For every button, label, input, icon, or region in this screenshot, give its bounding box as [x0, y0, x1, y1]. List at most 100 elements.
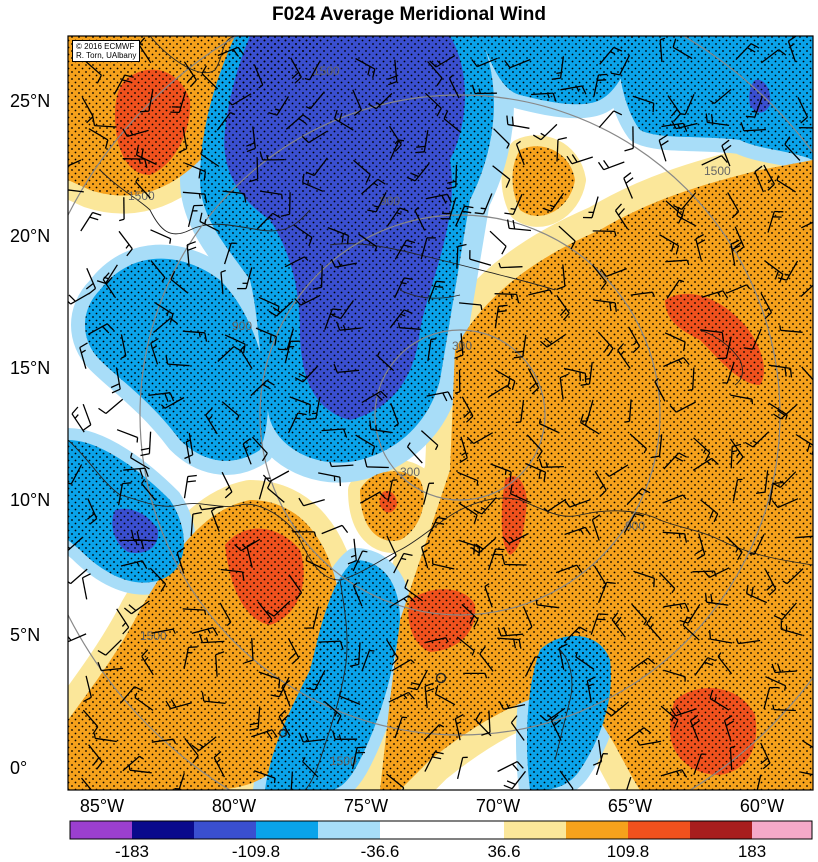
lat-label: 0° [10, 758, 62, 779]
wind-barb-flag [434, 286, 443, 287]
wind-barb-flag [309, 405, 310, 414]
wind-barb-flag [556, 73, 561, 74]
wind-barb-flag [653, 103, 654, 112]
wind-barb-flag [376, 425, 377, 430]
wind-barb-flag [512, 117, 513, 126]
colorbar-swatch [752, 821, 812, 839]
wind-barb-flag [680, 114, 685, 115]
wind-barb-flag [780, 325, 781, 330]
wind-barb-flag [306, 556, 307, 561]
wind-barb-flag [189, 647, 198, 648]
wind-barb-flag [710, 630, 711, 639]
wind-barb-shaft [290, 192, 291, 214]
wind-barb-flag [510, 472, 511, 481]
ring-label: 300 [400, 465, 420, 479]
lon-label: 75°W [331, 796, 401, 817]
wind-barb-flag [597, 80, 606, 81]
lon-label: 70°W [463, 796, 533, 817]
credit-line: R. Torn, UAlbany [76, 51, 136, 60]
wind-barb-flag [540, 419, 541, 424]
colorbar-swatch [132, 821, 194, 839]
wind-barb-flag [199, 194, 200, 199]
wind-barb-flag [815, 750, 817, 755]
wind-barb-flag [308, 180, 309, 185]
wind-barb-shaft [457, 247, 458, 269]
wind-barb-shaft [501, 267, 523, 268]
wind-barb-flag [505, 470, 506, 475]
wind-barb-shaft [505, 565, 527, 566]
wind-barb-flag [129, 765, 130, 770]
wind-barb-flag [536, 600, 537, 605]
colorbar-tick-label: 36.6 [469, 842, 539, 862]
colorbar-tick-label: -109.8 [221, 842, 291, 862]
wind-barb-flag [598, 74, 607, 75]
wind-barb-flag [332, 309, 341, 310]
wind-barb-flag [481, 208, 486, 209]
colorbar-swatch [628, 821, 690, 839]
wind-barb-flag [307, 419, 316, 420]
ring-label: 900 [232, 319, 252, 333]
wind-barb-flag [815, 128, 817, 137]
colorbar-swatch [690, 821, 752, 839]
wind-barb-flag [340, 691, 341, 696]
lat-label: 20°N [10, 226, 62, 247]
wind-barb-flag [363, 551, 368, 552]
wind-barb-shaft [495, 294, 517, 295]
wind-barb-flag [282, 794, 291, 796]
wind-barb-flag [275, 778, 276, 783]
wind-barb-shaft [542, 467, 564, 468]
colorbar-tick-label: 183 [717, 842, 787, 862]
wind-barb-shaft [799, 128, 818, 129]
wind-barb-flag [55, 162, 61, 169]
wind-barb-flag [773, 483, 782, 484]
wind-barb-flag [122, 483, 131, 484]
wind-barb-flag [348, 236, 349, 245]
wind-barb-flag [598, 614, 607, 615]
wind-barb-flag [477, 481, 478, 486]
wind-barb-flag [209, 697, 210, 702]
colorbar-tick-label: -183 [97, 842, 167, 862]
wind-barb-shaft [322, 265, 323, 287]
wind-barb-flag [95, 733, 96, 738]
wind-barb-flag [746, 116, 755, 117]
wind-barb-flag [679, 533, 680, 538]
colorbar-swatch [318, 821, 380, 839]
wind-barb-flag [137, 438, 138, 443]
wind-barb-flag [814, 383, 817, 387]
wind-barb-flag [170, 239, 171, 244]
colorbar-tick-label: 109.8 [593, 842, 663, 862]
ring-label: 1500 [128, 189, 155, 203]
ring-label: 1500 [704, 164, 731, 178]
colorbar-swatch [70, 821, 132, 839]
wind-barb-shaft [593, 231, 615, 232]
wind-barb-flag [357, 747, 366, 748]
wind-barb-flag [431, 339, 436, 340]
wind-barb-flag [59, 547, 67, 552]
colorbar-swatch [194, 821, 256, 839]
wind-barb-flag [507, 116, 508, 125]
lat-label: 15°N [10, 358, 62, 379]
wind-barb-flag [494, 554, 503, 555]
wind-barb-flag [279, 679, 280, 688]
colorbar-swatch [504, 821, 566, 839]
lon-label: 80°W [199, 796, 269, 817]
lon-label: 60°W [727, 796, 797, 817]
wind-barb-flag [785, 686, 786, 691]
credit-box: © 2016 ECMWF R. Torn, UAlbany [72, 40, 140, 62]
wind-barb-flag [340, 477, 341, 486]
colorbar-tick-label: -36.6 [345, 842, 415, 862]
lat-label: 5°N [10, 625, 62, 646]
wind-barb-flag [585, 379, 590, 380]
wind-barb-flag [282, 194, 283, 199]
wind-barb-flag [416, 146, 425, 147]
wind-barb-flag [415, 152, 424, 153]
wind-barb-flag [436, 281, 445, 282]
wind-barb-shaft [367, 467, 389, 468]
wind-barb-flag [516, 422, 521, 423]
wind-barb-flag [63, 163, 66, 167]
wind-barb-flag [399, 140, 404, 141]
lat-label: 25°N [10, 91, 62, 112]
wind-barb-shaft [456, 165, 457, 187]
wind-barb-shaft [774, 710, 796, 711]
wind-barb-flag [399, 323, 400, 328]
